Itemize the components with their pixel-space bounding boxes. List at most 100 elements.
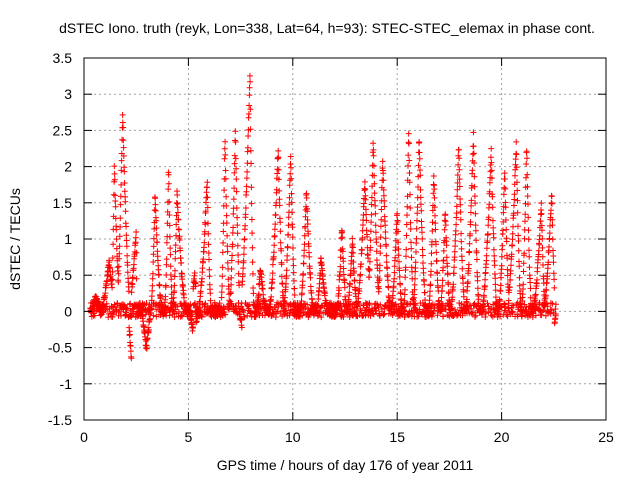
data-point bbox=[165, 180, 172, 187]
chart-title: dSTEC Iono. truth (reyk, Lon=338, Lat=64… bbox=[59, 20, 595, 36]
data-point bbox=[475, 296, 482, 303]
data-point bbox=[234, 214, 241, 221]
data-point bbox=[368, 201, 375, 208]
data-point bbox=[433, 249, 440, 256]
data-point bbox=[487, 168, 494, 175]
data-point bbox=[244, 168, 251, 175]
data-point bbox=[546, 235, 553, 242]
data-point bbox=[430, 173, 437, 179]
data-point bbox=[173, 232, 179, 239]
data-point bbox=[396, 267, 403, 274]
data-point bbox=[204, 194, 211, 201]
data-point bbox=[357, 271, 364, 278]
data-point bbox=[341, 279, 348, 286]
data-point bbox=[503, 226, 510, 233]
data-point bbox=[524, 155, 530, 162]
x-axis-label: GPS time / hours of day 176 of year 2011 bbox=[217, 457, 474, 473]
data-point bbox=[361, 178, 368, 185]
data-point bbox=[474, 277, 481, 284]
data-point bbox=[419, 235, 426, 242]
data-point bbox=[152, 195, 159, 202]
data-point bbox=[232, 128, 239, 135]
data-point bbox=[488, 175, 495, 182]
data-point bbox=[405, 162, 411, 169]
data-point bbox=[440, 247, 447, 254]
data-point bbox=[502, 217, 509, 223]
data-point bbox=[120, 153, 127, 159]
data-point bbox=[549, 236, 556, 243]
data-point bbox=[471, 193, 478, 200]
data-point bbox=[204, 204, 211, 211]
data-point bbox=[362, 186, 369, 193]
data-point bbox=[442, 222, 449, 229]
data-point bbox=[439, 282, 446, 289]
data-point bbox=[154, 239, 161, 246]
data-point bbox=[538, 200, 545, 207]
data-point bbox=[117, 201, 124, 208]
data-point bbox=[459, 265, 466, 272]
data-point bbox=[503, 238, 510, 245]
data-point bbox=[207, 290, 214, 297]
data-point bbox=[431, 194, 438, 201]
data-point bbox=[121, 188, 128, 195]
data-point bbox=[404, 212, 410, 219]
data-point bbox=[381, 203, 388, 210]
data-point bbox=[440, 313, 447, 320]
data-point bbox=[166, 212, 173, 218]
data-point bbox=[221, 187, 228, 194]
data-point bbox=[201, 228, 208, 235]
data-point bbox=[123, 223, 130, 230]
data-point bbox=[473, 256, 480, 263]
data-point bbox=[283, 300, 290, 306]
data-point bbox=[124, 252, 131, 259]
data-point bbox=[456, 155, 463, 162]
data-point bbox=[457, 209, 464, 215]
data-point bbox=[163, 239, 170, 246]
data-point bbox=[482, 276, 489, 283]
data-point bbox=[384, 277, 391, 284]
data-point bbox=[536, 299, 543, 306]
data-point bbox=[304, 208, 311, 215]
data-point bbox=[233, 176, 240, 183]
data-point bbox=[273, 199, 280, 206]
data-point bbox=[340, 265, 347, 272]
data-point bbox=[124, 262, 131, 269]
data-point bbox=[395, 252, 402, 259]
data-point bbox=[246, 84, 253, 91]
data-point bbox=[499, 242, 506, 249]
data-point bbox=[525, 236, 532, 243]
data-point bbox=[526, 264, 533, 271]
data-point bbox=[473, 237, 480, 244]
data-point bbox=[524, 193, 531, 200]
data-point bbox=[469, 167, 476, 174]
data-point bbox=[406, 140, 412, 147]
data-point bbox=[170, 294, 177, 301]
data-point bbox=[485, 222, 492, 229]
data-point bbox=[127, 343, 134, 349]
data-point bbox=[492, 281, 499, 288]
data-point bbox=[167, 263, 174, 270]
data-point bbox=[501, 176, 508, 182]
data-point bbox=[514, 179, 520, 186]
data-point bbox=[488, 159, 495, 166]
data-point bbox=[532, 297, 539, 304]
data-point bbox=[502, 185, 509, 192]
data-point bbox=[284, 252, 291, 259]
data-point bbox=[106, 259, 113, 266]
data-point bbox=[230, 224, 237, 231]
data-point bbox=[123, 232, 130, 239]
grid bbox=[84, 58, 606, 420]
data-point bbox=[525, 214, 532, 221]
data-point bbox=[405, 130, 412, 137]
y-tick-label: 0.5 bbox=[53, 267, 73, 283]
data-point bbox=[174, 204, 181, 211]
data-point bbox=[154, 257, 161, 264]
data-point bbox=[290, 256, 297, 263]
data-point bbox=[402, 274, 409, 281]
data-point bbox=[244, 144, 251, 151]
data-point bbox=[269, 276, 276, 283]
data-point bbox=[290, 269, 297, 276]
data-point bbox=[523, 148, 530, 155]
data-point bbox=[467, 209, 474, 216]
data-point bbox=[202, 208, 209, 215]
